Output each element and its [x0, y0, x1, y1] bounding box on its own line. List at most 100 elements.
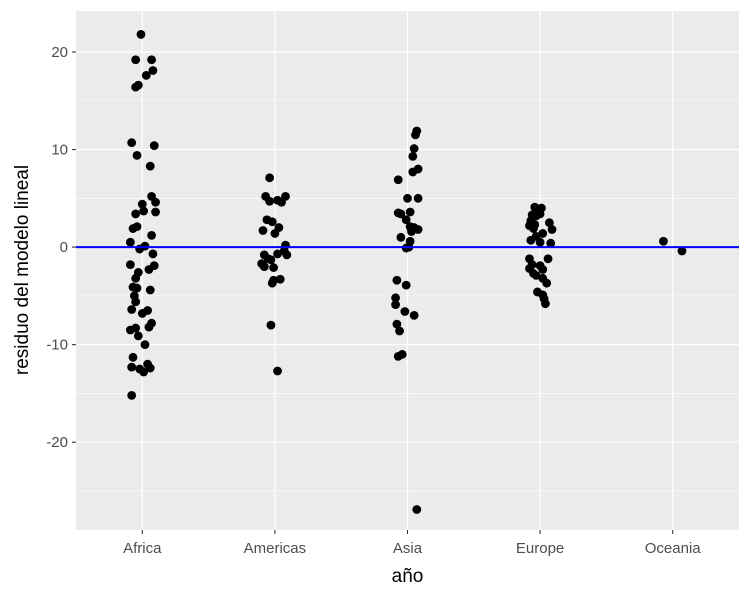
x-axis-ticks: Africa Americas Asia Europe Oceania: [123, 530, 701, 557]
data-point: [145, 161, 155, 171]
data-point: [659, 236, 668, 246]
data-point: [273, 249, 282, 259]
data-point: [546, 238, 556, 248]
data-point: [137, 199, 147, 209]
data-point: [149, 141, 159, 151]
data-point: [125, 325, 135, 335]
data-point: [547, 225, 557, 234]
data-point: [270, 229, 280, 238]
data-point: [144, 265, 154, 274]
data-point: [128, 352, 138, 362]
x-tick-label: Africa: [123, 540, 162, 557]
data-point: [145, 363, 155, 373]
data-point: [409, 310, 419, 320]
data-point: [391, 293, 400, 303]
data-point: [141, 70, 151, 80]
data-point: [140, 340, 150, 350]
data-point: [538, 229, 548, 238]
data-point: [403, 193, 412, 203]
y-tick-label: -20: [46, 434, 68, 451]
data-point: [151, 207, 160, 217]
data-point: [145, 285, 155, 295]
data-point: [541, 299, 550, 309]
data-point: [258, 226, 268, 235]
data-point: [137, 309, 147, 318]
data-point: [393, 175, 403, 185]
data-point: [531, 270, 541, 280]
data-point: [405, 207, 415, 217]
data-point: [391, 300, 400, 310]
data-point: [139, 206, 149, 216]
x-tick-label: Asia: [393, 540, 423, 557]
data-point: [544, 218, 554, 228]
data-point: [411, 130, 420, 140]
data-point: [413, 225, 423, 234]
data-point: [147, 230, 156, 240]
data-point: [413, 193, 423, 203]
y-axis-ticks: -20 -10 0 10 20: [46, 44, 76, 451]
data-point: [131, 209, 141, 219]
data-point: [127, 138, 137, 148]
data-point: [133, 331, 143, 341]
data-point: [395, 326, 404, 336]
data-point: [392, 319, 402, 329]
data-point: [265, 173, 274, 183]
y-tick-label: 20: [51, 44, 68, 61]
data-point: [127, 362, 137, 372]
x-axis-title: año: [392, 566, 424, 587]
data-point: [409, 144, 419, 153]
data-point: [135, 244, 145, 254]
data-point: [132, 150, 142, 160]
data-point: [125, 260, 135, 270]
data-point: [273, 366, 282, 376]
data-point: [412, 505, 422, 514]
data-point: [131, 297, 141, 307]
data-point: [282, 250, 292, 260]
data-point: [526, 235, 536, 245]
y-tick-label: 0: [60, 239, 68, 256]
data-points: [125, 30, 687, 514]
data-point: [408, 167, 418, 177]
data-point: [401, 215, 411, 225]
data-point: [266, 320, 276, 330]
data-point: [132, 283, 142, 293]
data-point: [401, 280, 411, 290]
data-point: [393, 351, 403, 361]
data-point: [131, 82, 141, 92]
data-point: [267, 217, 277, 227]
data-point: [259, 262, 269, 271]
data-point: [408, 151, 418, 161]
x-tick-label: Europe: [516, 540, 564, 557]
data-point: [147, 55, 156, 65]
y-tick-label: -10: [46, 337, 68, 354]
data-point: [529, 224, 538, 233]
data-point: [277, 197, 286, 207]
data-point: [396, 232, 406, 242]
data-point: [275, 274, 285, 284]
data-point: [392, 275, 402, 285]
data-point: [136, 30, 146, 39]
data-point: [127, 305, 137, 314]
y-axis-title: residuo del modelo lineal: [12, 165, 33, 375]
data-point: [128, 224, 138, 233]
data-point: [538, 265, 548, 274]
data-point: [542, 278, 552, 288]
data-point: [265, 196, 274, 206]
data-point: [131, 55, 141, 65]
x-tick-label: Americas: [244, 540, 307, 557]
data-point: [677, 246, 687, 256]
data-point: [269, 263, 278, 272]
data-point: [400, 307, 410, 316]
data-point: [151, 197, 160, 207]
data-point: [148, 249, 158, 259]
data-point: [407, 227, 416, 236]
data-point: [127, 390, 137, 400]
data-point: [131, 273, 141, 283]
data-point: [396, 209, 406, 219]
data-point: [543, 254, 553, 264]
y-tick-label: 10: [51, 142, 68, 159]
data-point: [139, 367, 149, 377]
data-point: [144, 322, 154, 332]
data-point: [266, 255, 276, 265]
